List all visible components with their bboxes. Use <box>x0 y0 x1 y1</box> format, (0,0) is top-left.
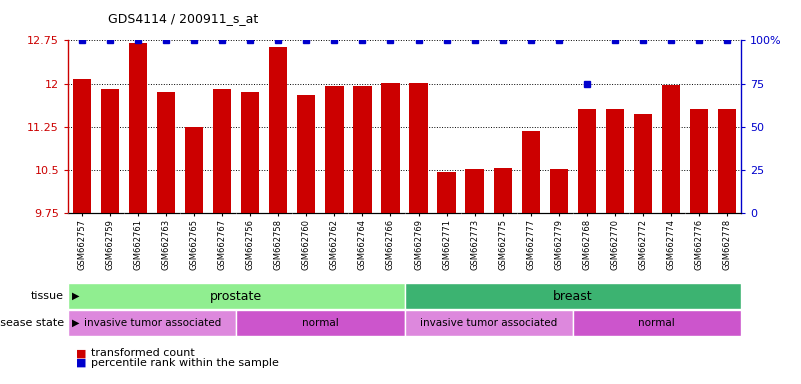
Bar <box>269 47 288 213</box>
Bar <box>409 83 428 213</box>
Bar <box>73 79 91 213</box>
Text: GDS4114 / 200911_s_at: GDS4114 / 200911_s_at <box>108 12 259 25</box>
Bar <box>213 89 231 213</box>
Bar <box>405 310 573 336</box>
Text: ■: ■ <box>76 348 87 358</box>
Bar <box>157 92 175 213</box>
Text: transformed count: transformed count <box>91 348 195 358</box>
Bar <box>521 131 540 213</box>
Bar <box>718 109 736 213</box>
Text: tissue: tissue <box>31 291 64 301</box>
Bar <box>185 127 203 213</box>
Bar <box>465 169 484 213</box>
Text: prostate: prostate <box>210 290 263 303</box>
Bar <box>662 85 680 213</box>
Text: normal: normal <box>302 318 339 328</box>
Bar <box>101 89 119 213</box>
Text: invasive tumor associated: invasive tumor associated <box>83 318 221 328</box>
Text: percentile rank within the sample: percentile rank within the sample <box>91 358 279 368</box>
Bar <box>236 310 405 336</box>
Bar <box>578 109 596 213</box>
Bar <box>68 283 405 309</box>
Bar <box>573 310 741 336</box>
Text: ▶: ▶ <box>72 291 79 301</box>
Bar <box>690 109 708 213</box>
Text: invasive tumor associated: invasive tumor associated <box>420 318 557 328</box>
Bar <box>129 43 147 213</box>
Bar <box>241 92 260 213</box>
Bar <box>549 169 568 213</box>
Text: ▶: ▶ <box>72 318 79 328</box>
Bar <box>493 168 512 213</box>
Bar <box>68 310 236 336</box>
Bar <box>606 109 624 213</box>
Bar <box>381 83 400 213</box>
Text: breast: breast <box>553 290 593 303</box>
Text: ■: ■ <box>76 358 87 368</box>
Bar <box>353 86 372 213</box>
Bar <box>405 283 741 309</box>
Bar <box>437 172 456 213</box>
Text: normal: normal <box>638 318 675 328</box>
Bar <box>634 114 652 213</box>
Bar <box>297 95 316 213</box>
Text: disease state: disease state <box>0 318 64 328</box>
Bar <box>325 86 344 213</box>
